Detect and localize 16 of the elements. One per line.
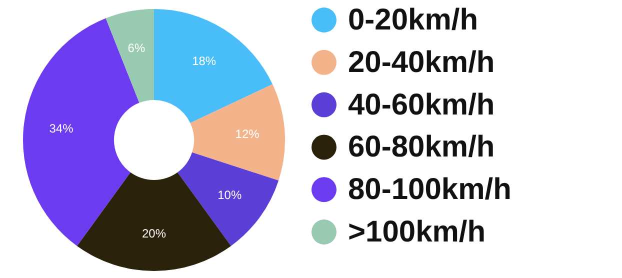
data-label: 20%	[142, 226, 166, 240]
legend-label: 40-60km/h	[348, 88, 495, 122]
legend-label: 0-20km/h	[348, 4, 478, 36]
donut-slice	[154, 9, 273, 123]
legend-label: 80-100km/h	[348, 173, 512, 206]
data-label: 18%	[192, 54, 216, 68]
data-label: 10%	[218, 188, 242, 202]
donut-slice	[178, 152, 279, 246]
legend-label: 60-80km/h	[348, 130, 495, 164]
legend-label: >100km/h	[348, 216, 486, 248]
donut-slice	[106, 9, 154, 103]
donut-slice	[190, 84, 285, 180]
data-label: 6%	[128, 41, 146, 56]
data-label: 34%	[49, 121, 74, 136]
legend-label: 20-40km/h	[348, 46, 495, 79]
data-label: 12%	[235, 127, 260, 142]
